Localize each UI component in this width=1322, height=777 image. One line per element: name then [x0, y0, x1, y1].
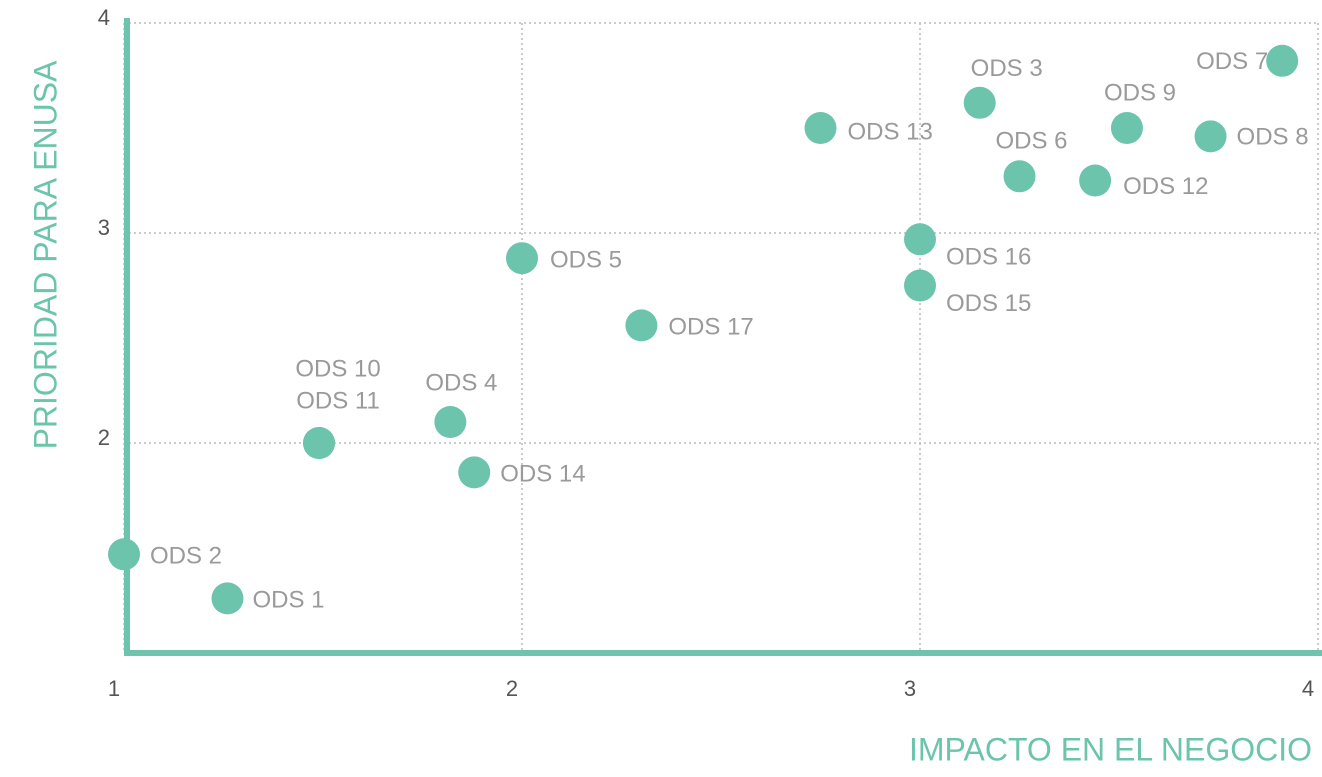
x-tick-label: 1 [108, 676, 120, 701]
point [904, 223, 936, 256]
y-tick-label: 3 [98, 215, 110, 240]
y-tick-label: 2 [98, 425, 110, 450]
point [963, 86, 996, 119]
point [458, 456, 491, 489]
point-label: ODS 9 [1104, 79, 1176, 106]
point-label: ODS 15 [946, 290, 1031, 317]
point [625, 309, 658, 342]
y-axis-title: PRIORIDAD PARA ENUSA [27, 60, 63, 449]
point [1003, 160, 1036, 193]
point [1266, 44, 1299, 77]
point [506, 242, 538, 275]
x-tick-label: 3 [904, 676, 916, 701]
x-axis-title: IMPACTO EN EL NEGOCIO [909, 731, 1312, 767]
y-tick-label: 4 [98, 5, 110, 30]
point-label: ODS 14 [500, 461, 585, 488]
point [904, 269, 936, 302]
point [1194, 120, 1227, 153]
point-label: ODS 3 [971, 55, 1043, 82]
point [303, 427, 336, 459]
point-label: ODS 2 [150, 543, 222, 570]
point-label: ODS 1 [252, 587, 324, 614]
point-label: ODS 8 [1237, 124, 1309, 151]
x-tick-label: 2 [506, 676, 518, 701]
point-label: ODS 12 [1123, 173, 1208, 200]
point-label: ODS 5 [550, 247, 622, 274]
point [211, 582, 244, 615]
point [108, 538, 140, 571]
point-label: ODS 11 [296, 387, 380, 414]
point-label: ODS 4 [425, 369, 497, 396]
point-label: ODS 7 [1196, 48, 1268, 75]
point [804, 112, 837, 144]
point-label: ODS 6 [995, 128, 1067, 155]
point [434, 406, 467, 438]
point-label: ODS 10 [295, 355, 380, 382]
point [1079, 164, 1112, 197]
point [1110, 112, 1143, 144]
point-label: ODS 13 [848, 118, 933, 145]
point-label: ODS 16 [946, 244, 1031, 271]
x-tick-label: 4 [1302, 676, 1314, 701]
point-label: ODS 17 [668, 314, 753, 341]
